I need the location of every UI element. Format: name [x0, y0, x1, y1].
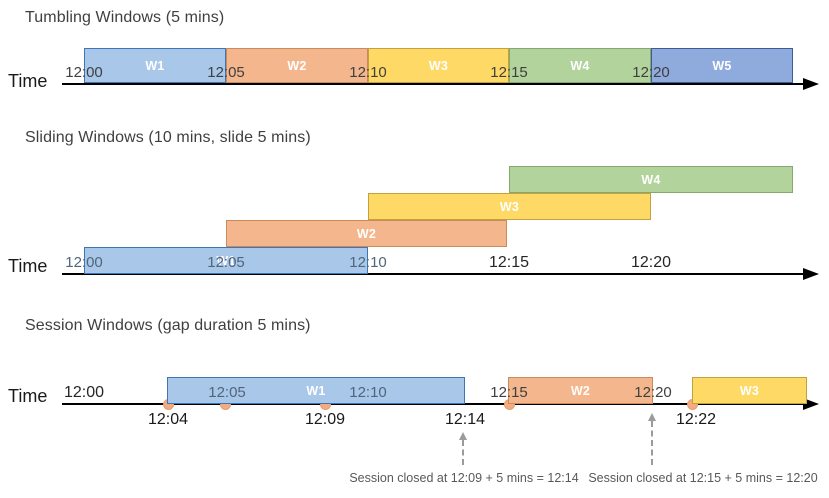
window-label: W4: [641, 172, 661, 187]
window-label: W2: [287, 58, 307, 73]
dashed-up-arrow-icon: [648, 413, 656, 421]
window-label: W3: [739, 383, 760, 398]
timeline-arrowhead-icon: [803, 78, 819, 90]
tick-label: 12:10: [349, 64, 387, 81]
tick-label: 12:20: [630, 254, 672, 271]
window-label: W5: [712, 58, 732, 73]
window-box: W4: [509, 48, 651, 83]
tick-label: 12:20: [634, 384, 672, 401]
session-closed-annotation: Session closed at 12:15 + 5 mins = 12:20: [588, 471, 818, 485]
time-axis-label: Time: [8, 386, 48, 406]
tick-label: 12:10: [349, 254, 387, 271]
tick-label: 12:05: [207, 64, 245, 81]
dashed-up-arrow-line: [651, 421, 653, 465]
event-time-label: 12:22: [675, 411, 717, 428]
timeline: [62, 403, 803, 405]
tick-label: 12:00: [63, 384, 105, 401]
tick-label: 12:05: [208, 384, 246, 401]
window-box: W4: [509, 166, 793, 193]
dashed-up-arrow-icon: [459, 432, 467, 440]
window-label: W2: [356, 226, 377, 241]
window-box: W3: [692, 377, 807, 404]
timeline-arrowhead-icon: [803, 268, 819, 280]
tick-label: 12:15: [490, 64, 528, 81]
event-time-label: 12:14: [444, 411, 486, 428]
window-box: W5: [651, 48, 793, 83]
window-box: W1: [84, 48, 226, 83]
window-label: W1: [145, 58, 165, 73]
timeline: [62, 83, 803, 85]
window-box: W3: [368, 48, 509, 83]
diagram-title: Sliding Windows (10 mins, slide 5 mins): [25, 129, 311, 146]
tick-label: 12:00: [65, 254, 103, 271]
tick-label: 12:10: [349, 384, 387, 401]
window-box: W3: [368, 193, 651, 220]
event-time-label: 12:04: [147, 411, 189, 428]
tick-label: 12:15: [488, 254, 530, 271]
window-label: W2: [570, 383, 591, 398]
tick-label: 12:20: [632, 64, 670, 81]
window-box: W2: [226, 220, 507, 247]
session-closed-annotation: Session closed at 12:09 + 5 mins = 12:14: [349, 471, 579, 485]
diagram-title: Session Windows (gap duration 5 mins): [25, 317, 311, 334]
timeline-arrowhead-icon: [803, 398, 819, 410]
window-label: W1: [216, 253, 236, 268]
tick-label: 12:05: [207, 254, 245, 271]
event-time-label: 12:09: [304, 411, 346, 428]
window-box: W1: [167, 377, 465, 404]
timeline: [62, 273, 803, 275]
window-label: W4: [570, 58, 590, 73]
diagram-title: Tumbling Windows (5 mins): [25, 9, 225, 26]
window-box: W2: [226, 48, 368, 83]
window-box: W2: [508, 377, 653, 404]
tick-label: 12:00: [65, 64, 103, 81]
window-label: W3: [428, 58, 449, 73]
window-label: W3: [499, 199, 520, 214]
time-axis-label: Time: [8, 256, 48, 276]
window-box: W1: [84, 247, 368, 274]
window-label: W1: [306, 383, 326, 398]
tick-label: 12:15: [490, 384, 528, 401]
dashed-up-arrow-line: [462, 440, 464, 465]
time-axis-label: Time: [8, 71, 48, 91]
